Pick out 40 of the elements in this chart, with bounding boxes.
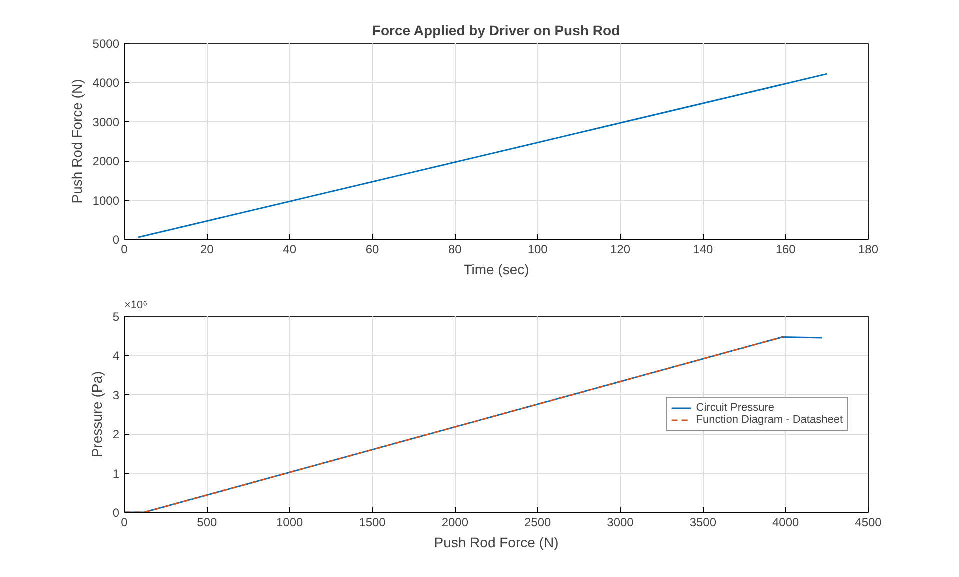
y-tick-label: 4 <box>112 349 120 364</box>
x-axis-title: Push Rod Force (N) <box>434 534 559 550</box>
y-tick-label: 1000 <box>92 194 120 208</box>
x-tick-label: 1500 <box>359 516 386 530</box>
y-tick-label: 1 <box>112 466 120 481</box>
x-tick-label: 160 <box>776 242 796 256</box>
text: ×10⁶ <box>124 300 148 312</box>
x-tick-label: 1000 <box>276 516 304 530</box>
x-tick-label: 0 <box>121 242 128 256</box>
y-tick-label: 5000 <box>92 37 120 51</box>
legend-label: Circuit Pressure <box>696 402 775 414</box>
x-tick-label: 4000 <box>772 516 800 530</box>
x-tick-label: 0 <box>121 516 128 530</box>
x-tick-label: 2000 <box>442 516 469 530</box>
x-tick-label: 60 <box>366 242 380 256</box>
legend-label: Function Diagram - Datasheet <box>696 414 843 426</box>
x-tick-label: 3500 <box>690 516 717 530</box>
y-tick-label: 2 <box>112 428 120 442</box>
y-tick-label: 0 <box>112 233 120 247</box>
x-tick-label: 120 <box>610 242 631 256</box>
x-tick-label: 4500 <box>855 516 882 530</box>
x-tick-label: 80 <box>448 242 462 256</box>
y-tick-label: 3000 <box>92 115 120 130</box>
chart-title: Force Applied by Driver on Push Rod <box>372 22 620 38</box>
y-tick-label: 0 <box>112 506 120 520</box>
y-axis-title: Push Rod Force (N) <box>68 79 85 204</box>
y-tick-label: 2000 <box>92 154 120 169</box>
x-axis-title: Time (sec) <box>464 262 530 278</box>
x-tick-label: 500 <box>197 516 218 530</box>
x-tick-label: 20 <box>200 242 214 256</box>
x-tick-label: 100 <box>528 242 548 256</box>
x-tick-label: 2500 <box>524 516 552 530</box>
y-axis-title: Pressure (Pa) <box>88 371 105 458</box>
y-tick-label: 3 <box>112 388 120 402</box>
x-tick-label: 40 <box>283 242 297 256</box>
x-tick-label: 180 <box>858 242 879 256</box>
x-tick-label: 3000 <box>607 516 634 530</box>
y-tick-label: 4000 <box>92 76 120 90</box>
x-tick-label: 140 <box>693 242 714 256</box>
y-tick-label: 5 <box>112 310 120 324</box>
